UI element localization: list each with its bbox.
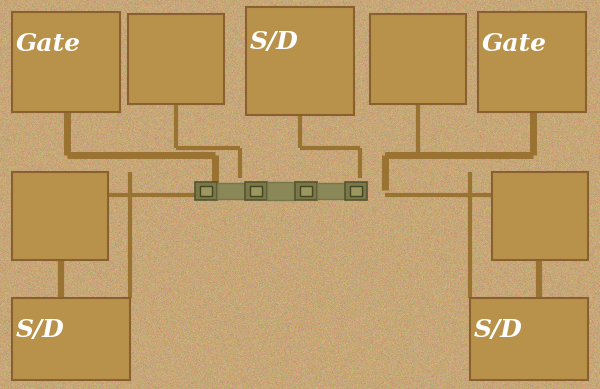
Bar xyxy=(267,182,295,200)
Bar xyxy=(478,12,586,112)
Bar xyxy=(295,182,317,200)
Bar xyxy=(492,172,588,260)
Bar xyxy=(317,183,345,199)
Text: S/D: S/D xyxy=(16,318,65,342)
Text: Gate: Gate xyxy=(16,32,81,56)
Bar xyxy=(370,14,466,104)
Text: Gate: Gate xyxy=(482,32,547,56)
Text: S/D: S/D xyxy=(474,318,523,342)
Bar xyxy=(200,186,212,196)
Bar xyxy=(350,186,362,196)
Bar xyxy=(250,186,262,196)
Bar xyxy=(12,172,108,260)
Bar xyxy=(246,7,354,115)
Bar xyxy=(195,182,217,200)
Bar xyxy=(12,298,130,380)
Text: S/D: S/D xyxy=(250,30,299,54)
Bar xyxy=(470,298,588,380)
Bar xyxy=(12,12,120,112)
Bar xyxy=(245,182,267,200)
Bar xyxy=(217,183,245,199)
Bar xyxy=(345,182,367,200)
Bar xyxy=(128,14,224,104)
Bar xyxy=(300,186,312,196)
